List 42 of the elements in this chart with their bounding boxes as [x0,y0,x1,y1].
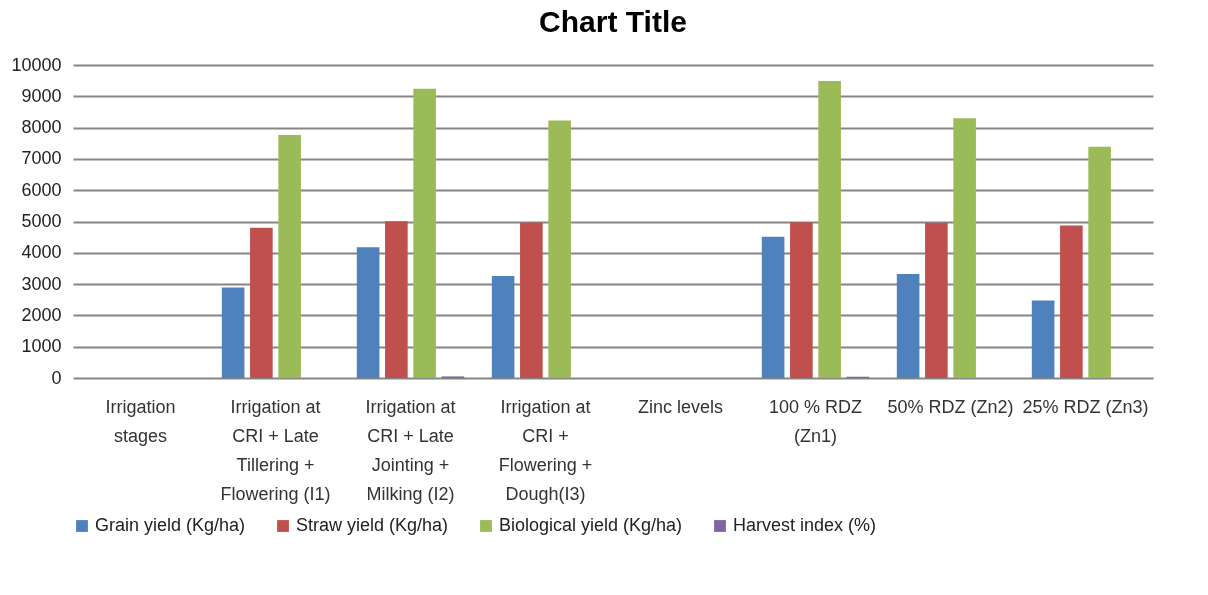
bar [491,275,515,378]
y-tick-label: 8000 [21,117,62,138]
legend-label: Straw yield (Kg/ha) [296,515,449,535]
x-tick-label: Irrigation stages [105,396,176,446]
bar [818,80,841,378]
legend-label: Biological yield (Kg/ha) [499,515,683,535]
y-tick-label: 1000 [21,336,62,357]
legend-label: Grain yield (Kg/ha) [95,515,246,535]
legend-label: Harvest index (%) [733,515,877,535]
y-tick-label: 4000 [21,242,62,263]
x-tick-label: Irrigation at CRI + Late Jointing + Milking (I2) [365,396,456,504]
bar [548,120,571,378]
bar [790,222,813,378]
bar [356,247,380,378]
bar [1031,300,1055,378]
y-tick-label: 6000 [21,179,62,200]
bar [278,135,301,378]
x-tick-label: Irrigation at CRI + Flowering + Dough(I3) [498,396,593,504]
bar [520,222,543,378]
y-tick-label: 7000 [21,148,62,169]
x-tick-label: Irrigation at CRI + Late Tillering + Flowering (I1) [220,396,331,504]
bar [761,236,785,378]
chart-title: Chart Title [539,5,687,38]
x-tick-label: 100 % RDZ (Zn1) [768,396,863,446]
y-tick-label: 9000 [21,85,62,106]
x-tick-label: 25% RDZ (Zn3) [1022,396,1149,417]
bar [413,88,436,378]
bar [221,287,245,378]
y-tick-label: 2000 [21,304,62,325]
x-tick-label: Zinc levels [637,396,724,417]
y-tick-label: 0 [51,367,62,388]
bar [925,222,948,378]
bar [385,221,408,378]
y-tick-label: 10000 [11,54,62,75]
bar [896,274,920,378]
bar [1088,146,1111,378]
bar [1060,225,1083,378]
x-tick-label: 50% RDZ (Zn2) [887,396,1014,417]
y-tick-label: 3000 [21,273,62,294]
bar [250,227,273,378]
y-tick-label: 5000 [21,211,62,231]
bar [953,118,976,378]
